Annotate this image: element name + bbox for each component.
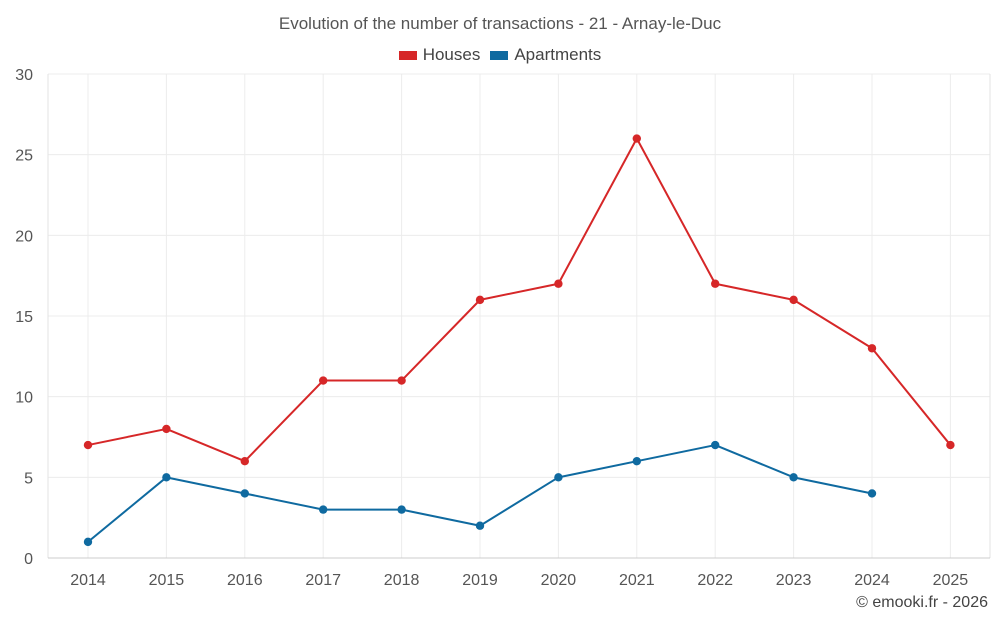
x-tick-label: 2021	[619, 572, 655, 589]
x-tick-label: 2017	[305, 572, 341, 589]
data-point-houses	[867, 344, 877, 353]
data-point-apartments	[554, 473, 563, 482]
y-tick-label: 20	[15, 228, 33, 245]
data-point-apartments	[83, 537, 93, 547]
y-tick-label: 30	[15, 67, 33, 84]
data-point-apartments	[240, 489, 249, 498]
x-tick-label: 2023	[776, 572, 812, 589]
data-point-houses	[475, 295, 485, 305]
data-point-apartments	[789, 473, 798, 482]
x-tick-label: 2025	[933, 572, 969, 589]
chart-title: Evolution of the number of transactions …	[278, 14, 722, 33]
legend-swatch-houses	[398, 50, 417, 60]
y-tick-label: 10	[15, 390, 33, 407]
data-point-houses	[319, 376, 328, 385]
data-point-apartments	[162, 473, 171, 482]
data-point-houses	[162, 424, 171, 434]
data-point-houses	[397, 376, 406, 385]
x-tick-label: 2020	[541, 572, 577, 589]
x-tick-label: 2014	[70, 572, 106, 589]
x-tick-label: 2016	[227, 572, 263, 589]
data-point-houses	[711, 279, 720, 288]
x-tick-label: 2024	[854, 572, 890, 589]
x-tick-label: 2018	[384, 572, 420, 589]
y-tick-label: 15	[15, 309, 33, 326]
data-point-houses	[632, 134, 641, 143]
data-point-apartments	[319, 505, 328, 514]
x-tick-label: 2022	[697, 572, 733, 589]
data-point-houses	[240, 457, 249, 466]
data-point-houses	[789, 295, 798, 305]
x-tick-label: 2019	[462, 572, 498, 589]
data-point-apartments	[867, 489, 877, 498]
y-tick-label: 5	[24, 470, 33, 487]
series-line-houses	[87, 137, 952, 463]
legend-label-apartments: Apartments	[514, 45, 602, 64]
data-point-apartments	[711, 440, 720, 450]
y-tick-label: 0	[24, 551, 33, 568]
data-point-apartments	[475, 521, 485, 530]
y-tick-label: 25	[15, 148, 33, 165]
legend-label-houses: Houses	[422, 45, 481, 64]
data-point-houses	[554, 279, 563, 288]
data-point-apartments	[632, 457, 641, 466]
data-point-apartments	[397, 505, 406, 514]
x-tick-label: 2015	[149, 572, 185, 589]
copyright-text: © emooki.fr - 2026	[856, 594, 988, 611]
legend-item-houses[interactable]: Houses	[398, 45, 481, 65]
legend-swatch-apartments	[490, 50, 509, 60]
data-point-houses	[946, 440, 955, 450]
legend: Houses Apartments	[0, 45, 1000, 65]
data-point-houses	[83, 440, 93, 450]
legend-item-apartments[interactable]: Apartments	[490, 45, 601, 65]
